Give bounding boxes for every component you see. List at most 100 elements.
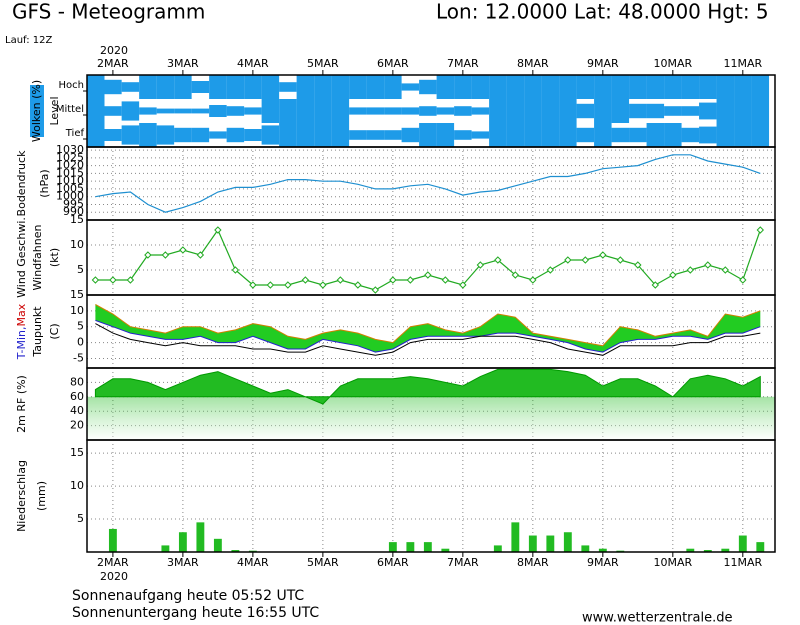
marker <box>686 266 695 274</box>
cloud-cell <box>419 79 437 95</box>
bar <box>756 542 765 552</box>
marker <box>301 276 310 284</box>
x-tick-label: 5MAR <box>307 57 339 70</box>
cloud-cell <box>454 106 472 116</box>
cloud-cell <box>156 108 175 114</box>
cloud-cell <box>331 99 350 123</box>
cloud-cell <box>576 127 595 143</box>
axis-title: Taupunkt <box>31 306 44 358</box>
axis-title: Wolken (%) <box>30 80 43 142</box>
y-tick-label: 5 <box>77 263 84 276</box>
panel: Hoch Mittel Tief Wolken (%) Level <box>30 74 776 148</box>
cloud-cell <box>524 123 542 147</box>
y-tick-label: 80 <box>70 375 84 388</box>
cloud-cell <box>244 107 262 115</box>
cloud-cell <box>279 82 297 92</box>
cloud-cell <box>349 75 367 99</box>
sunrise: Sonnenaufgang heute 05:52 UTC <box>72 588 304 604</box>
cloud-cell <box>489 75 507 99</box>
cloud-cell <box>209 105 227 117</box>
cloud-cell <box>646 75 665 99</box>
cloud-cell <box>331 75 350 99</box>
axis-title: (hPa) <box>38 169 51 197</box>
marker <box>634 261 642 269</box>
cloud-cell <box>629 127 647 143</box>
bar <box>231 550 240 552</box>
cloud-cell <box>506 99 525 123</box>
cloud-cell <box>524 75 542 99</box>
cloud-cell <box>226 127 245 143</box>
marker <box>179 246 187 254</box>
marker <box>231 266 240 274</box>
cloud-cell <box>751 99 770 123</box>
axis-title-part: Max <box>15 303 28 326</box>
cloud-cell <box>681 127 700 143</box>
level-label: Hoch <box>59 80 84 91</box>
cloud-cell <box>716 99 735 123</box>
series-line <box>95 304 761 347</box>
marker <box>284 281 292 289</box>
bar <box>178 532 187 552</box>
bar <box>721 548 730 552</box>
cloud-cell <box>384 130 402 140</box>
marker <box>739 276 747 284</box>
marker <box>214 226 222 234</box>
axis-title: T-Min,Max <box>15 303 28 360</box>
cloud-cell <box>104 79 122 95</box>
cloud-cell <box>646 103 665 119</box>
cloud-cell <box>244 129 262 141</box>
marker <box>441 276 450 284</box>
cloud-cell <box>209 75 227 99</box>
x-tick-label: 4MAR <box>237 556 269 569</box>
location: Lon: 12.0000 Lat: 48.0000 Hgt: 5 <box>436 0 769 24</box>
marker <box>161 251 170 259</box>
cloud-cell <box>174 75 192 99</box>
y-tick-label: 0 <box>77 336 84 349</box>
marker <box>669 271 677 279</box>
cloud-cell <box>541 99 560 123</box>
y-tick-label: 1015 <box>56 166 84 179</box>
cloud-cell <box>594 99 612 123</box>
cloud-cell <box>349 130 367 140</box>
bar <box>511 522 520 552</box>
panel-frame <box>86 219 776 296</box>
panel: 5 10 15 Niederschlag (mm) <box>15 439 776 553</box>
x-tick-label: 3MAR <box>167 556 199 569</box>
y-tick-label: 1005 <box>56 182 84 195</box>
marker <box>354 281 362 289</box>
cloud-cell <box>296 75 315 99</box>
humidity-bg <box>87 396 775 440</box>
marker <box>721 266 730 274</box>
level-label: Tief <box>65 128 85 139</box>
y-tick-label: 20 <box>70 419 84 432</box>
x-tick-label: 7MAR <box>447 556 479 569</box>
cloud-cell <box>279 99 297 123</box>
cloud-cell <box>436 107 455 115</box>
marker <box>494 256 502 264</box>
bar <box>213 538 222 552</box>
cloud-cell <box>401 83 420 91</box>
x-tick-label: 8MAR <box>517 57 549 70</box>
cloud-cell <box>541 75 560 99</box>
marker <box>196 251 205 259</box>
cloud-cell <box>156 75 175 99</box>
x-tick-label: 10MAR <box>653 57 692 70</box>
marker <box>476 261 485 269</box>
series-line <box>95 319 761 353</box>
x-tick-label: 7MAR <box>447 57 479 70</box>
bar <box>598 548 607 552</box>
year: 2020 <box>100 570 128 583</box>
bar <box>528 535 537 552</box>
axis-title: Windfahnen <box>31 225 44 291</box>
cloud-cell <box>699 126 717 144</box>
y-tick-label: 15 <box>70 288 84 301</box>
cloud-cell <box>314 75 332 99</box>
axis-title: Niederschlag <box>15 460 28 532</box>
cloud-cell <box>681 75 700 99</box>
cloud-cell <box>366 75 385 99</box>
cloud-cell <box>559 123 577 147</box>
cloud-cell <box>576 75 595 99</box>
axis-title: Wind Geschwi. <box>15 217 28 298</box>
